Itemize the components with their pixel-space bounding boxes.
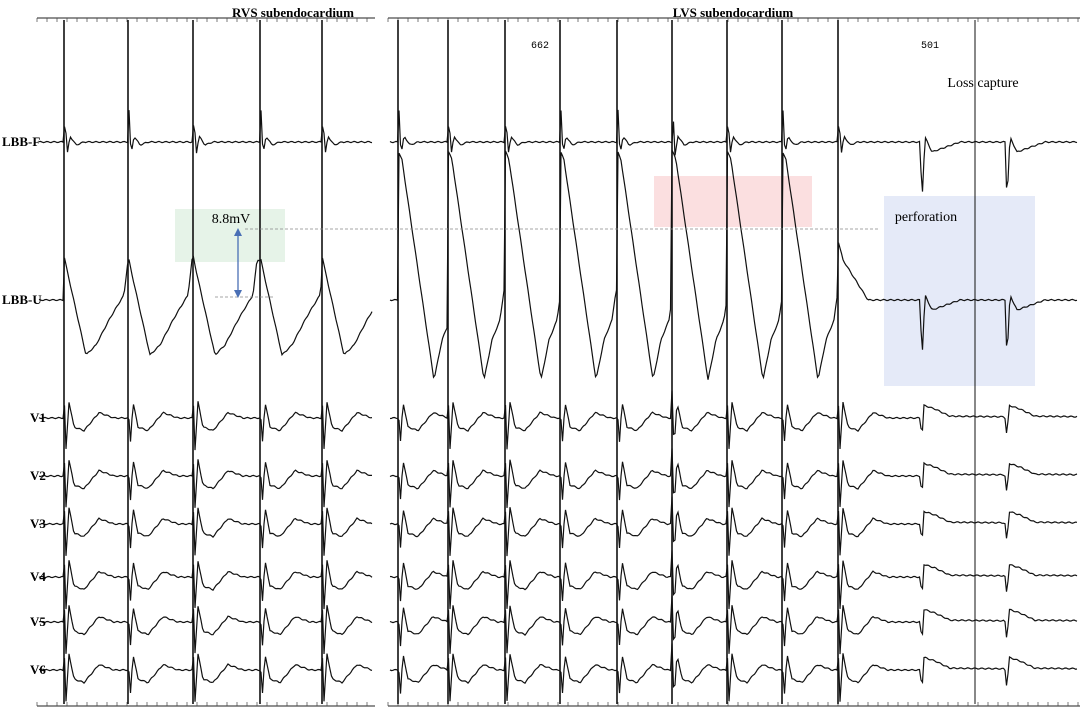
ecg-trace [389, 448, 1078, 508]
annotation: 8.8mV [212, 212, 251, 227]
lead-label: V2 [30, 468, 46, 483]
ecg-trace [38, 459, 373, 508]
lead-label: V1 [30, 410, 46, 425]
interval-label: 662 [531, 41, 549, 52]
panel-title: LVS subendocardium [673, 5, 794, 20]
ecg-trace [389, 390, 1078, 450]
ecg-trace [38, 653, 373, 702]
lead-label: LBB-F [2, 134, 40, 149]
ecg-trace [389, 595, 1078, 655]
ecg-trace [38, 401, 373, 451]
highlight-blue [884, 196, 1035, 386]
ecg-trace [389, 150, 1078, 380]
lead-label: LBB-U [2, 292, 42, 307]
ecg-trace [389, 496, 1078, 557]
panel-title: RVS subendocardium [232, 5, 354, 20]
lead-labels: LBB-F LBB-U V1 V2 V3 V4 V5 V6 [2, 134, 46, 677]
ecg-trace [38, 605, 373, 655]
frame-ticks [36, 18, 368, 706]
traces [36, 17, 1080, 707]
lead-label: V4 [30, 569, 46, 584]
arrow-heads [234, 228, 242, 298]
ecg-trace [389, 643, 1078, 702]
ecg-trace [389, 550, 1078, 610]
lead-label: V3 [30, 516, 46, 531]
interval-label: 501 [921, 41, 939, 52]
ecg-trace [38, 110, 373, 154]
ecg-trace [38, 560, 373, 610]
ecg-trace [389, 109, 1078, 192]
ecg-trace [38, 255, 373, 357]
frame-ticks [387, 18, 1079, 706]
annotation: perforation [895, 210, 957, 225]
annotation: Loss capture [947, 76, 1018, 91]
ecg-trace [38, 507, 373, 556]
lead-label: V5 [30, 614, 46, 629]
lead-label: V6 [30, 662, 46, 677]
highlight-red [654, 176, 812, 227]
